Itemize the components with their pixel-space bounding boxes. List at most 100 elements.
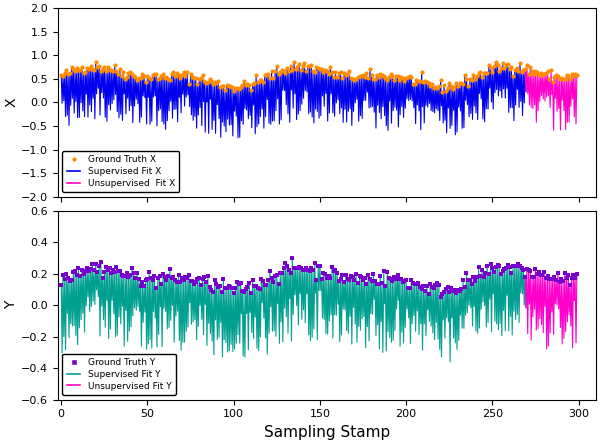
Point <box>191 278 200 285</box>
Point <box>149 272 159 279</box>
Point <box>236 83 245 91</box>
Point <box>469 71 478 79</box>
Point <box>155 272 164 279</box>
Point <box>388 72 397 79</box>
Point <box>145 269 154 276</box>
Point <box>557 276 566 283</box>
Point <box>391 72 401 79</box>
Point <box>246 289 256 297</box>
Point <box>465 277 475 284</box>
Point <box>67 63 76 71</box>
Point <box>571 275 580 282</box>
Point <box>546 276 556 283</box>
Point <box>65 278 74 285</box>
Point <box>412 76 421 83</box>
Point <box>538 71 547 79</box>
Point <box>558 75 568 82</box>
Point <box>260 71 269 79</box>
Point <box>251 72 261 79</box>
Point <box>502 265 511 272</box>
Point <box>101 67 111 75</box>
Point <box>503 262 512 269</box>
Point <box>91 59 101 66</box>
Point <box>277 269 287 276</box>
Point <box>265 75 275 82</box>
Point <box>571 71 580 78</box>
Point <box>467 280 476 287</box>
Point <box>60 276 70 283</box>
Point <box>70 68 80 75</box>
Point <box>458 80 468 87</box>
Point <box>169 69 178 76</box>
Point <box>472 72 482 79</box>
Point <box>165 266 175 273</box>
Point <box>287 255 297 262</box>
Point <box>449 286 459 293</box>
Point <box>120 273 130 280</box>
Point <box>329 73 338 80</box>
Point <box>65 69 74 76</box>
Point <box>408 279 418 286</box>
Point <box>108 267 118 274</box>
Point <box>203 79 212 86</box>
Point <box>289 265 299 272</box>
Point <box>358 277 368 284</box>
Point <box>460 72 470 79</box>
Point <box>234 281 244 288</box>
Point <box>100 268 109 275</box>
Point <box>388 277 397 284</box>
Point <box>433 84 442 91</box>
Point <box>451 289 461 296</box>
Point <box>74 67 83 74</box>
Point <box>161 73 171 80</box>
Point <box>145 75 154 82</box>
Point <box>210 78 220 85</box>
Point <box>484 271 494 278</box>
Point <box>331 267 340 274</box>
Point <box>226 284 235 291</box>
Point <box>293 264 302 271</box>
Point <box>220 86 230 93</box>
Point <box>520 273 530 280</box>
Point <box>565 75 575 83</box>
Point <box>550 274 559 281</box>
Point <box>393 72 403 79</box>
Point <box>279 67 289 75</box>
Point <box>76 273 85 280</box>
Point <box>141 276 151 283</box>
Point <box>158 270 168 278</box>
Point <box>445 288 454 295</box>
Point <box>455 79 464 87</box>
Point <box>341 271 350 278</box>
Point <box>305 268 314 275</box>
Point <box>494 262 504 270</box>
Legend: Ground Truth Y, Supervised Fit Y, Unsupervised Fit Y: Ground Truth Y, Supervised Fit Y, Unsupe… <box>62 353 176 395</box>
Point <box>382 77 392 84</box>
Point <box>175 74 185 81</box>
Point <box>481 270 490 277</box>
Point <box>396 73 406 80</box>
Point <box>251 283 261 290</box>
Point <box>198 275 208 282</box>
Point <box>238 82 247 89</box>
Point <box>512 262 521 270</box>
Point <box>544 275 554 282</box>
Point <box>274 71 283 78</box>
Point <box>200 78 209 85</box>
Point <box>327 68 337 75</box>
Point <box>512 64 521 71</box>
Point <box>242 81 252 88</box>
Point <box>256 76 266 83</box>
Point <box>105 67 115 74</box>
Point <box>339 279 349 286</box>
Point <box>172 70 182 77</box>
Point <box>217 82 226 89</box>
Point <box>298 266 307 274</box>
Point <box>226 83 235 90</box>
Point <box>424 79 433 87</box>
Point <box>155 74 164 81</box>
X-axis label: Sampling Stamp: Sampling Stamp <box>263 425 390 440</box>
Point <box>206 78 216 85</box>
Point <box>548 275 557 282</box>
Point <box>303 266 313 274</box>
